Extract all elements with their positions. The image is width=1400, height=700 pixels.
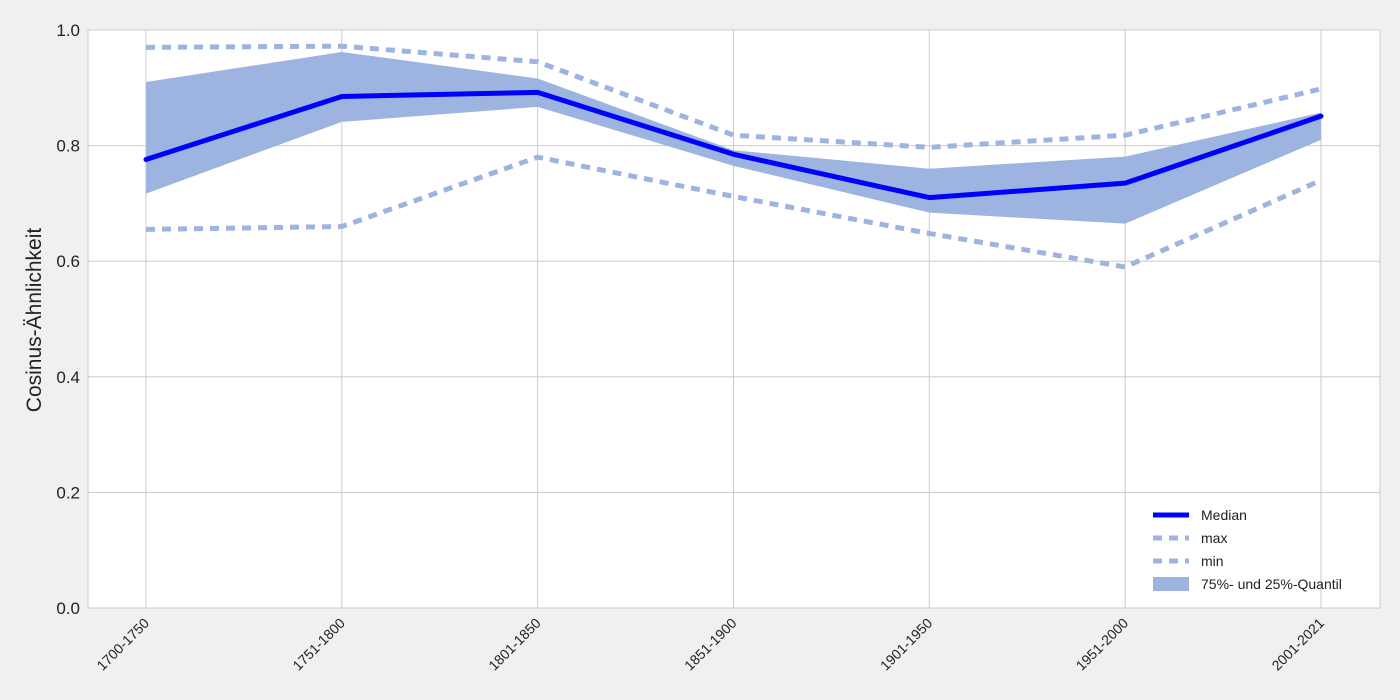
x-tick-label: 1851-1900 [681,615,740,674]
x-tick-label: 1901-1950 [877,615,936,674]
y-tick-label: 0.0 [56,599,80,618]
y-tick-label: 0.2 [56,483,80,502]
x-tick-label: 1801-1850 [485,615,544,674]
legend-label: min [1201,553,1224,569]
y-axis-label: Cosinus-Ähnlichkeit [23,228,46,413]
y-tick-label: 0.4 [56,368,80,387]
legend-label: max [1201,530,1227,546]
series-line-min [145,154,1322,270]
y-tick-label: 0.8 [56,137,80,156]
series-lines [143,43,1324,270]
x-tick-label: 1951-2000 [1073,615,1132,674]
grid-lines [88,29,1380,609]
x-tick-label: 1700-1750 [93,615,152,674]
y-tick-label: 1.0 [56,21,80,40]
series-line-max [145,43,1322,150]
x-tick-label: 1751-1800 [289,615,348,674]
legend: Median max min 75%- und 25%-Quantil [1153,507,1342,592]
x-tick-label: 2001-2021 [1268,615,1327,674]
x-axis-ticks: 1700-1750 1751-1800 1801-1850 1851-1900 1901… [93,615,1327,674]
legend-label: 75%- und 25%-Quantil [1201,576,1342,592]
y-tick-label: 0.6 [56,252,80,271]
series-line-median [143,89,1324,201]
y-axis-ticks: 0.0 0.2 0.4 0.6 0.8 1.0 [56,21,80,618]
legend-label: Median [1201,507,1247,523]
legend-swatch-quantile [1153,577,1189,591]
